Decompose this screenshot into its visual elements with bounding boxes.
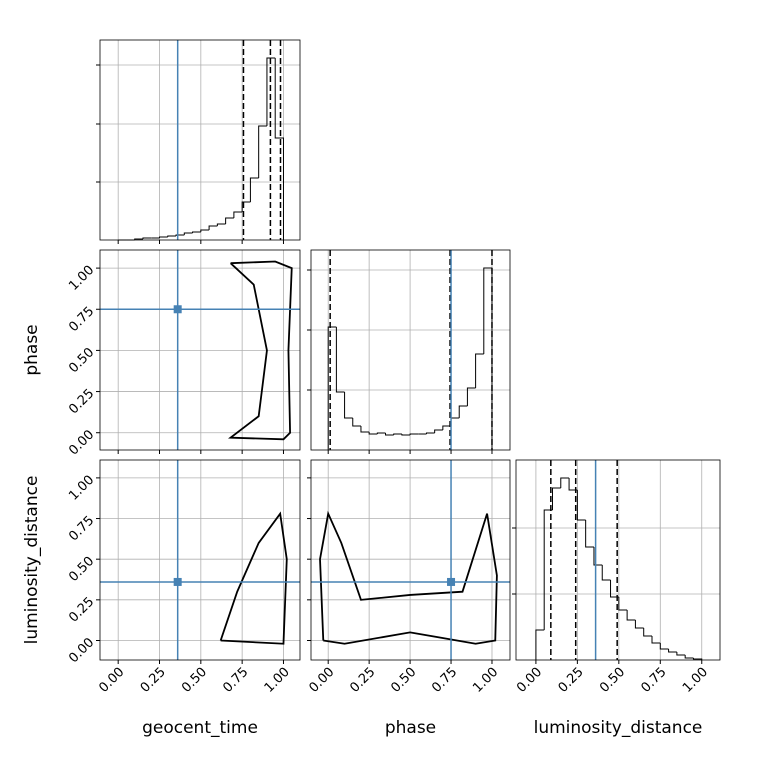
histogram-step: [651, 636, 661, 644]
y-tick-label: 1.00: [66, 263, 97, 294]
histogram-step: [585, 520, 594, 548]
truth-marker: [173, 305, 182, 314]
histogram-step: [393, 433, 402, 435]
x-tick-label: 1.00: [262, 665, 293, 696]
histogram-step: [434, 429, 443, 433]
histogram-step: [576, 490, 586, 521]
histogram-step: [593, 547, 603, 566]
histogram-step: [442, 425, 452, 430]
histogram-step: [676, 652, 686, 656]
histogram-step: [475, 353, 484, 388]
histogram-step: [466, 387, 476, 406]
y-tick-label: 0.50: [66, 345, 97, 376]
panel-frame: [99, 39, 301, 241]
histogram-step: [535, 629, 545, 660]
y-tick-label: 0.00: [66, 427, 97, 458]
panel-frame: [310, 459, 511, 661]
x-tick-label: 0.50: [388, 665, 419, 696]
histogram-step: [401, 434, 411, 436]
y-tick-label: 1.00: [66, 473, 97, 504]
histogram-step: [560, 477, 570, 488]
histogram-step: [668, 649, 677, 653]
histogram-step: [360, 426, 370, 433]
histogram-step: [142, 237, 152, 239]
y-tick-label: 0.00: [66, 635, 97, 666]
histogram-step: [610, 580, 619, 598]
panel-frame: [99, 459, 301, 661]
x-tick-label: 1.00: [470, 665, 501, 696]
histogram-step: [425, 432, 435, 434]
histogram-step: [200, 229, 210, 232]
histogram-step: [344, 392, 353, 419]
histogram-step: [684, 655, 694, 659]
x-tick-label: 0.00: [306, 665, 337, 696]
x-tick-label: 0.25: [556, 665, 587, 696]
contour: [319, 510, 498, 645]
histogram-step: [643, 628, 652, 637]
histogram-step: [450, 417, 460, 426]
histogram-step: [568, 478, 578, 491]
panel-frame: [515, 459, 721, 661]
x-tick-label: 0.50: [179, 665, 210, 696]
histogram-step: [601, 565, 611, 581]
histogram-step: [335, 327, 345, 393]
histogram-step: [692, 658, 703, 660]
histogram-step: [618, 597, 628, 611]
panel-frame: [99, 249, 301, 451]
x-axis-label: phase: [385, 718, 436, 738]
y-axis-label: phase: [22, 324, 42, 375]
x-tick-label: 0.50: [597, 665, 628, 696]
histogram-step: [233, 211, 243, 218]
y-axis-label: luminosity_distance: [22, 476, 42, 645]
histogram-step: [183, 232, 193, 235]
histogram-step: [376, 432, 386, 434]
x-axis-label: geocent_time: [142, 718, 258, 738]
histogram-step: [634, 620, 644, 629]
histogram-step: [225, 217, 234, 224]
contour: [219, 511, 288, 645]
histogram-step: [216, 223, 226, 226]
histogram-step: [409, 433, 419, 435]
x-tick-label: 0.75: [220, 665, 251, 696]
y-tick-label: 0.75: [66, 304, 97, 335]
y-tick-label: 0.25: [66, 386, 97, 417]
histogram-step: [241, 201, 251, 212]
histogram-step: [258, 125, 267, 178]
histogram-step: [266, 57, 276, 126]
histogram-step: [483, 267, 493, 450]
histogram-step: [626, 610, 636, 621]
histogram-step: [659, 643, 669, 650]
truth-marker: [173, 577, 182, 586]
histogram-step: [167, 235, 177, 237]
histogram-step: [327, 326, 337, 450]
x-tick-label: 1.00: [680, 665, 711, 696]
histogram-step: [458, 405, 468, 418]
histogram-step: [192, 231, 201, 233]
histogram-step: [543, 509, 553, 630]
x-tick-label: 0.75: [639, 665, 670, 696]
histogram-step: [352, 418, 361, 427]
histogram-step: [368, 432, 378, 435]
x-axis-label: luminosity_distance: [534, 718, 703, 738]
x-tick-label: 0.25: [347, 665, 378, 696]
x-tick-label: 0.75: [429, 665, 460, 696]
y-tick-label: 0.50: [66, 554, 97, 585]
histogram-step: [249, 177, 259, 202]
x-tick-label: 0.25: [138, 665, 169, 696]
histogram-step: [208, 225, 218, 230]
histogram-step: [551, 487, 561, 510]
x-tick-label: 0.00: [96, 665, 127, 696]
histogram-step: [159, 236, 168, 238]
panel-frame: [310, 249, 511, 451]
histogram-step: [274, 58, 284, 240]
x-tick-label: 0.00: [514, 665, 545, 696]
truth-marker: [447, 577, 456, 586]
histogram-step: [385, 433, 394, 436]
y-tick-label: 0.75: [66, 513, 97, 544]
y-tick-label: 0.25: [66, 595, 97, 626]
contour: [228, 260, 293, 441]
histogram-step: [175, 234, 185, 236]
